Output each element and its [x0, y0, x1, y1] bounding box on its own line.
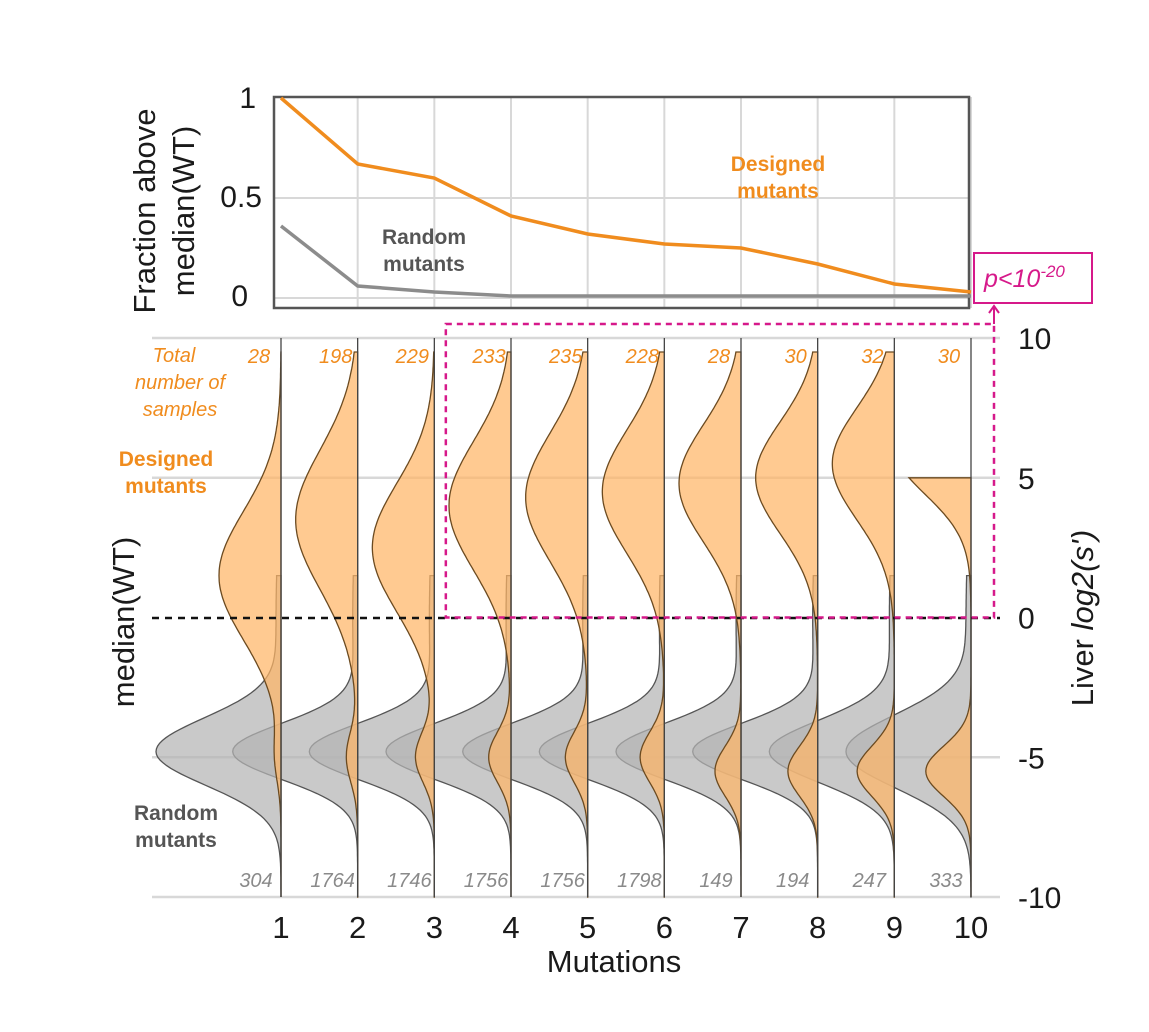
random-count-9: 247: [852, 870, 887, 892]
significance-box: [973, 252, 1093, 304]
designed-count-1: 28: [247, 346, 270, 368]
top-ytick-1: 1: [239, 82, 256, 115]
significance-prefix: p<10: [983, 265, 1040, 293]
designed-counts: 28 198 229 233 235 228 28 30 32 30: [247, 346, 960, 368]
random-counts: 304 1764 1746 1756 1756 1798 149 194 247 333: [239, 870, 962, 892]
random-count-4: 1756: [464, 870, 509, 892]
top-chart-points: [280, 97, 972, 297]
designed-violin-6: [601, 351, 665, 898]
violin-designed-label-line2: mutants: [125, 475, 207, 498]
violin-random-label-line1: Random: [134, 802, 218, 825]
designed-count-9: 32: [861, 346, 883, 368]
designed-count-10: 30: [938, 346, 960, 368]
violin-xtick-4: 4: [502, 910, 519, 945]
highlight-box: [444, 322, 996, 619]
designed-count-3: 229: [395, 346, 429, 368]
top-ytick-0: 0: [231, 280, 248, 313]
violin-left-label: median(WT): [106, 537, 141, 708]
top-ylabel-line1: Fraction above: [127, 108, 162, 313]
top-chart-frame: [272, 95, 971, 310]
violin-designed-label-line1: Designed: [119, 448, 214, 471]
total-samples-label-line1: Total: [153, 345, 196, 367]
random-count-6: 1798: [617, 870, 662, 892]
designed-violin-1: [218, 351, 282, 897]
violin-xtick-6: 6: [656, 910, 673, 945]
highlight-arrow: [988, 304, 1000, 325]
significance-exponent: -20: [1040, 262, 1065, 281]
violin-ytick-4: 10: [1018, 323, 1051, 356]
designed-count-5: 235: [548, 346, 583, 368]
violin-ytick-1: -5: [1018, 742, 1045, 775]
violin-ylabel: Liver log2(s'): [1065, 530, 1100, 707]
designed-count-2: 198: [319, 346, 352, 368]
random-count-7: 149: [699, 870, 732, 892]
violin-xtick-1: 1: [272, 910, 289, 945]
designed-violin-9: [831, 351, 895, 898]
designed-violin-5: [525, 351, 589, 898]
violin-random-label-line2: mutants: [135, 829, 217, 852]
random-series-line: [279, 224, 971, 298]
top-chart: 1 0.5 0 Fraction above median(WT) Design…: [127, 82, 1093, 314]
violin-xtick-2: 2: [349, 910, 366, 945]
designed-count-6: 228: [625, 346, 659, 368]
violin-xticks: 1 2 3 4 5 6 7 8 9 10: [272, 910, 988, 945]
random-count-2: 1764: [310, 870, 355, 892]
top-ylabel-line2: median(WT): [166, 126, 201, 297]
designed-legend-line1: Designed: [731, 153, 826, 176]
designed-violin-2: [295, 351, 359, 898]
total-samples-label-line3: samples: [143, 399, 217, 421]
violin-xtick-9: 9: [886, 910, 903, 945]
random-count-1: 304: [239, 870, 272, 892]
random-count-10: 333: [929, 870, 962, 892]
violin-group: [155, 338, 972, 898]
designed-violin-8: [755, 351, 819, 898]
designed-violin-4: [448, 351, 512, 897]
violin-ytick-2: 0: [1018, 603, 1035, 636]
violin-xtick-3: 3: [426, 910, 443, 945]
violin-ytick-3: 5: [1018, 463, 1035, 496]
top-chart-grid: [274, 97, 972, 308]
top-ytick-05: 0.5: [220, 181, 262, 214]
significance-annotation: p<10-20: [983, 262, 1065, 293]
violin-xlabel: Mutations: [547, 944, 681, 979]
violin-xtick-7: 7: [732, 910, 749, 945]
violin-xtick-5: 5: [579, 910, 596, 945]
designed-legend-line2: mutants: [737, 180, 819, 203]
violin-yticks: -10 -5 0 5 10: [1018, 323, 1061, 915]
violin-ylabel-italic: log2(s'): [1065, 530, 1100, 631]
random-count-5: 1756: [540, 870, 585, 892]
designed-series-line: [279, 96, 972, 294]
designed-count-4: 233: [471, 346, 505, 368]
designed-violin-7: [678, 351, 742, 897]
designed-violin-3: [371, 351, 435, 898]
violin-ylabel-prefix: Liver: [1065, 630, 1100, 706]
violin-ytick-0: -10: [1018, 882, 1061, 915]
designed-count-7: 28: [707, 346, 730, 368]
violin-xtick-8: 8: [809, 910, 826, 945]
total-samples-label-line2: number of: [135, 372, 227, 394]
violin-xtick-10: 10: [954, 910, 988, 945]
random-count-3: 1746: [387, 870, 432, 892]
random-legend-line2: mutants: [383, 253, 465, 276]
random-legend-line1: Random: [382, 226, 466, 249]
random-count-8: 194: [776, 870, 809, 892]
designed-count-8: 30: [785, 346, 807, 368]
